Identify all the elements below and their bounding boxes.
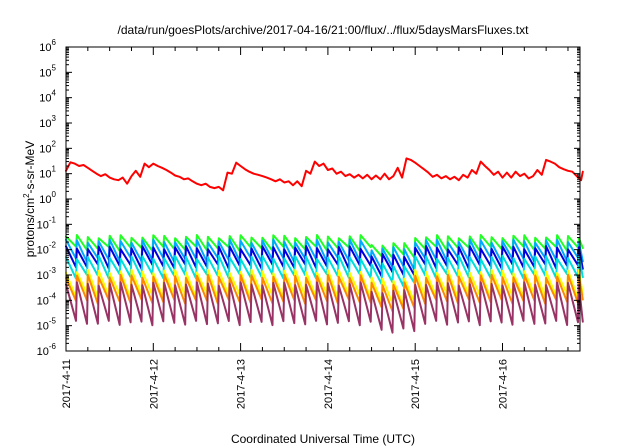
y-tick-exponent: -6: [49, 342, 57, 351]
y-tick-exponent: 5: [52, 63, 57, 72]
y-tick-base: 10: [39, 93, 51, 105]
x-tick-label: 2017-4-11: [61, 359, 73, 408]
y-tick-exponent: -5: [49, 317, 57, 326]
y-axis-label-rest: -s-sr-MeV: [23, 141, 37, 194]
y-tick-base: 10: [39, 194, 51, 206]
y-axis-label-base: protons/cm: [23, 198, 37, 257]
y-tick-label: 10-6: [37, 342, 57, 358]
y-tick-label: 10-2: [37, 241, 57, 257]
y-tick-exponent: 0: [52, 190, 57, 199]
y-axis: 10-610-510-410-310-210-11001011021031041…: [37, 38, 580, 358]
y-tick-exponent: 2: [52, 139, 57, 148]
y-tick-label: 10-3: [37, 266, 57, 282]
y-tick-label: 104: [39, 89, 56, 105]
x-tick-label: 2017-4-14: [323, 359, 335, 409]
y-tick-exponent: -2: [49, 241, 57, 250]
y-tick-label: 10-1: [37, 215, 57, 231]
y-tick-label: 101: [39, 165, 56, 181]
y-tick-label: 105: [39, 63, 56, 79]
y-tick-label: 106: [39, 38, 56, 54]
x-tick-label: 2017-4-15: [410, 359, 422, 409]
y-tick-exponent: 3: [52, 114, 57, 123]
y-tick-base: 10: [37, 245, 49, 257]
x-tick-label: 2017-4-13: [236, 359, 248, 409]
y-tick-label: 10-5: [37, 317, 57, 333]
y-tick-label: 103: [39, 114, 56, 130]
y-tick-exponent: -1: [49, 215, 57, 224]
y-tick-base: 10: [37, 295, 49, 307]
x-axis-label: Coordinated Universal Time (UTC): [231, 432, 415, 446]
y-tick-exponent: -3: [49, 266, 57, 275]
series-line: [65, 157, 584, 192]
y-tick-exponent: 4: [52, 89, 57, 98]
y-tick-base: 10: [39, 42, 51, 54]
y-tick-base: 10: [39, 169, 51, 181]
x-tick-label: 2017-4-12: [148, 359, 160, 409]
y-tick-label: 10-4: [37, 291, 57, 307]
y-axis-label: protons/cm2-s-sr-MeV: [22, 141, 37, 257]
y-tick-label: 102: [39, 139, 56, 155]
y-axis-label-sup: 2: [22, 193, 31, 198]
y-tick-label: 100: [39, 190, 56, 206]
y-tick-base: 10: [37, 270, 49, 282]
y-tick-exponent: -4: [49, 291, 57, 300]
series-layer: [65, 157, 584, 334]
y-tick-base: 10: [39, 143, 51, 155]
y-tick-base: 10: [37, 346, 49, 358]
y-tick-base: 10: [39, 67, 51, 79]
y-tick-base: 10: [37, 321, 49, 333]
y-tick-exponent: 6: [52, 38, 57, 47]
x-axis: 2017-4-11 2017-4-12 2017-4-13 2017-4-14 2017…: [61, 47, 569, 409]
chart-title: /data/run/goesPlots/archive/2017-04-16/2…: [118, 23, 530, 37]
x-tick-label: 2017-4-16: [498, 359, 510, 409]
y-tick-base: 10: [37, 219, 49, 231]
y-tick-exponent: 1: [52, 165, 57, 174]
y-tick-base: 10: [39, 118, 51, 130]
band-series-line: [65, 281, 584, 334]
